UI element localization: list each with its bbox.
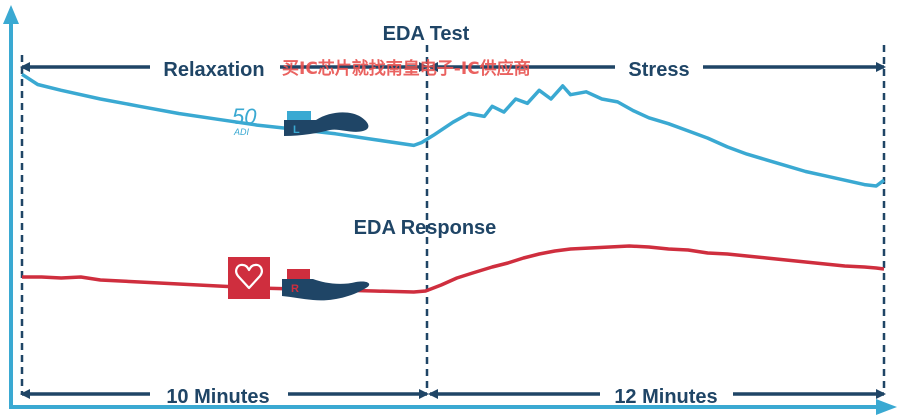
chart-title: EDA Test xyxy=(383,23,470,45)
x-axis-arrow-icon xyxy=(876,399,897,415)
stress-label: Stress xyxy=(628,59,689,81)
adi-logo-icon: 50 ADI xyxy=(232,104,257,137)
adi-logo-number: 50 xyxy=(232,104,257,129)
stress-duration-label: 12 Minutes xyxy=(614,386,717,408)
response-label: EDA Response xyxy=(354,217,497,239)
phase-arrows xyxy=(20,62,886,399)
hand-with-left-sensor-icon: L xyxy=(284,111,369,136)
relaxation-label: Relaxation xyxy=(163,59,264,81)
phase-boundaries xyxy=(20,45,886,395)
watermark-text: 买IC芯片就找南皇电子-IC供应商 xyxy=(282,58,531,79)
heart-icon xyxy=(228,257,270,299)
left-sensor-label: L xyxy=(293,124,300,136)
series-points xyxy=(21,74,885,293)
axes xyxy=(3,5,897,415)
eda-response-series-line xyxy=(22,244,885,294)
relax-duration-label: 10 Minutes xyxy=(166,386,269,408)
y-axis-arrow-icon xyxy=(3,5,19,24)
series-layer xyxy=(21,72,886,294)
hand-with-right-sensor-icon: R xyxy=(282,269,370,301)
eda-test-series-line xyxy=(21,72,886,188)
adi-logo-brand: ADI xyxy=(233,127,250,137)
right-sensor-label: R xyxy=(291,283,299,295)
